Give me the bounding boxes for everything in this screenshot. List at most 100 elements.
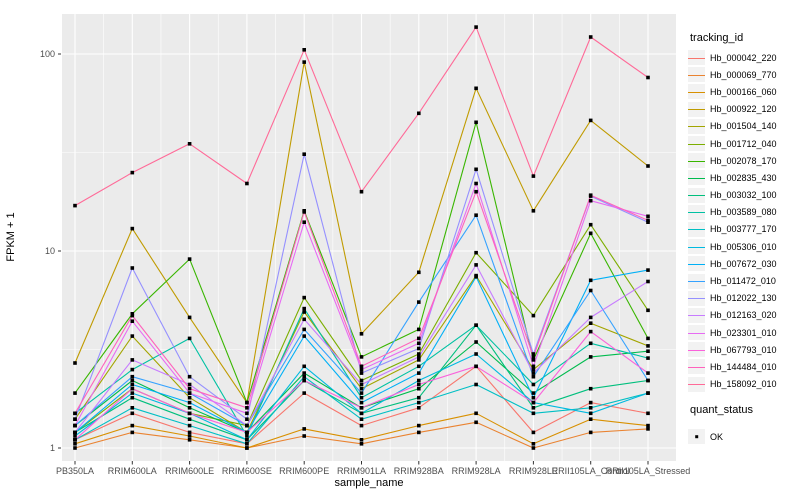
data-point xyxy=(359,406,364,410)
data-point xyxy=(187,406,192,410)
data-point xyxy=(531,391,536,395)
data-point xyxy=(531,374,536,379)
data-point xyxy=(646,268,650,272)
data-point xyxy=(646,356,650,360)
data-point xyxy=(646,218,650,223)
legend-color-key xyxy=(688,307,705,323)
quant-status-items: OK xyxy=(688,428,723,445)
data-point xyxy=(474,86,478,91)
data-point xyxy=(359,423,364,428)
legend-line-swatch xyxy=(688,332,705,334)
data-point xyxy=(588,321,593,325)
quant-status-key xyxy=(688,429,705,445)
data-point xyxy=(73,446,77,450)
legend-item-Hb_158092_010: Hb_158092_010 xyxy=(688,376,777,393)
data-point xyxy=(73,442,77,446)
data-point xyxy=(302,378,306,383)
data-point xyxy=(130,386,135,391)
data-point xyxy=(130,226,135,231)
legend-item-Hb_002835_430: Hb_002835_430 xyxy=(688,169,777,186)
legend-line-swatch xyxy=(688,160,705,162)
data-point xyxy=(302,152,306,156)
data-point xyxy=(359,395,364,400)
legend-color-key xyxy=(688,221,705,237)
data-point xyxy=(588,341,593,346)
data-point xyxy=(245,411,249,416)
data-point xyxy=(588,411,593,416)
data-point xyxy=(359,332,364,336)
legend-item-label: Hb_000042_220 xyxy=(710,52,777,63)
legend-line-swatch xyxy=(688,143,705,145)
data-point xyxy=(130,334,135,338)
legend-item-label: Hb_005306_010 xyxy=(710,241,777,252)
data-point xyxy=(417,327,421,332)
data-point xyxy=(646,391,650,395)
data-point xyxy=(588,278,593,283)
legend-line-swatch xyxy=(688,74,705,76)
quant-status-item: OK xyxy=(688,428,723,445)
data-point xyxy=(531,430,536,435)
data-point xyxy=(588,193,593,197)
data-point xyxy=(130,358,135,362)
legend-color-key xyxy=(688,118,705,134)
legend-item-label: Hb_002078_170 xyxy=(710,155,777,166)
data-point xyxy=(187,411,192,416)
data-point xyxy=(474,420,478,425)
x-tick-label: RRII105LA_Stressed xyxy=(606,466,691,476)
legend-item-label: Hb_007672_030 xyxy=(710,258,777,269)
data-point xyxy=(187,417,192,421)
legend-item-label: Hb_023301_010 xyxy=(710,327,777,338)
legend-item-label: Hb_012163_020 xyxy=(710,310,777,321)
data-point xyxy=(531,395,536,400)
data-point xyxy=(302,317,306,322)
data-point xyxy=(130,319,135,323)
data-point xyxy=(417,346,421,351)
data-point xyxy=(187,142,192,146)
data-point xyxy=(302,391,306,395)
legend-line-swatch xyxy=(688,263,705,265)
data-point xyxy=(302,371,306,375)
legend-item-Hb_012163_020: Hb_012163_020 xyxy=(688,307,777,324)
legend-line-swatch xyxy=(688,315,705,317)
legend-item-label: Hb_000069_770 xyxy=(710,69,777,80)
data-point xyxy=(245,438,249,442)
data-point xyxy=(302,334,306,338)
legend-item-Hb_023301_010: Hb_023301_010 xyxy=(688,324,777,341)
data-point xyxy=(531,209,536,213)
data-point xyxy=(187,430,192,435)
legend-item-label: Hb_144484_010 xyxy=(710,361,777,372)
data-point xyxy=(531,446,536,450)
data-point xyxy=(588,329,593,334)
data-point xyxy=(417,386,421,391)
data-point xyxy=(646,308,650,313)
data-point xyxy=(302,310,306,314)
data-point xyxy=(302,374,306,379)
legend-item-Hb_067793_010: Hb_067793_010 xyxy=(688,341,777,358)
data-point xyxy=(474,263,478,267)
x-tick-label: PB350LA xyxy=(56,466,94,476)
legend-color-key xyxy=(688,273,705,289)
data-point xyxy=(417,355,421,359)
data-point xyxy=(417,352,421,356)
x-tick-label: RRIM928LE xyxy=(509,466,558,476)
data-point xyxy=(588,35,593,39)
legend-item-Hb_000922_120: Hb_000922_120 xyxy=(688,101,777,118)
legend-item-Hb_001504_140: Hb_001504_140 xyxy=(688,118,777,135)
data-point xyxy=(130,374,135,379)
legend-item-label: Hb_001712_040 xyxy=(710,138,777,149)
legend-item-label: Hb_003777_170 xyxy=(710,224,777,235)
x-tick-label: RRIM600LA xyxy=(108,466,157,476)
data-point xyxy=(531,406,536,410)
legend-item-Hb_000042_220: Hb_000042_220 xyxy=(688,49,777,66)
data-point xyxy=(646,279,650,284)
data-point xyxy=(531,358,536,362)
legend-color-key xyxy=(688,204,705,220)
legend-color-key xyxy=(688,153,705,169)
data-point xyxy=(474,323,478,327)
data-point xyxy=(646,371,650,375)
legend-item-label: Hb_012022_130 xyxy=(710,293,777,304)
x-tick-label: RRIM600PE xyxy=(279,466,329,476)
legend-color-key xyxy=(688,101,705,117)
data-point xyxy=(531,364,536,369)
legend-color-key xyxy=(688,50,705,66)
